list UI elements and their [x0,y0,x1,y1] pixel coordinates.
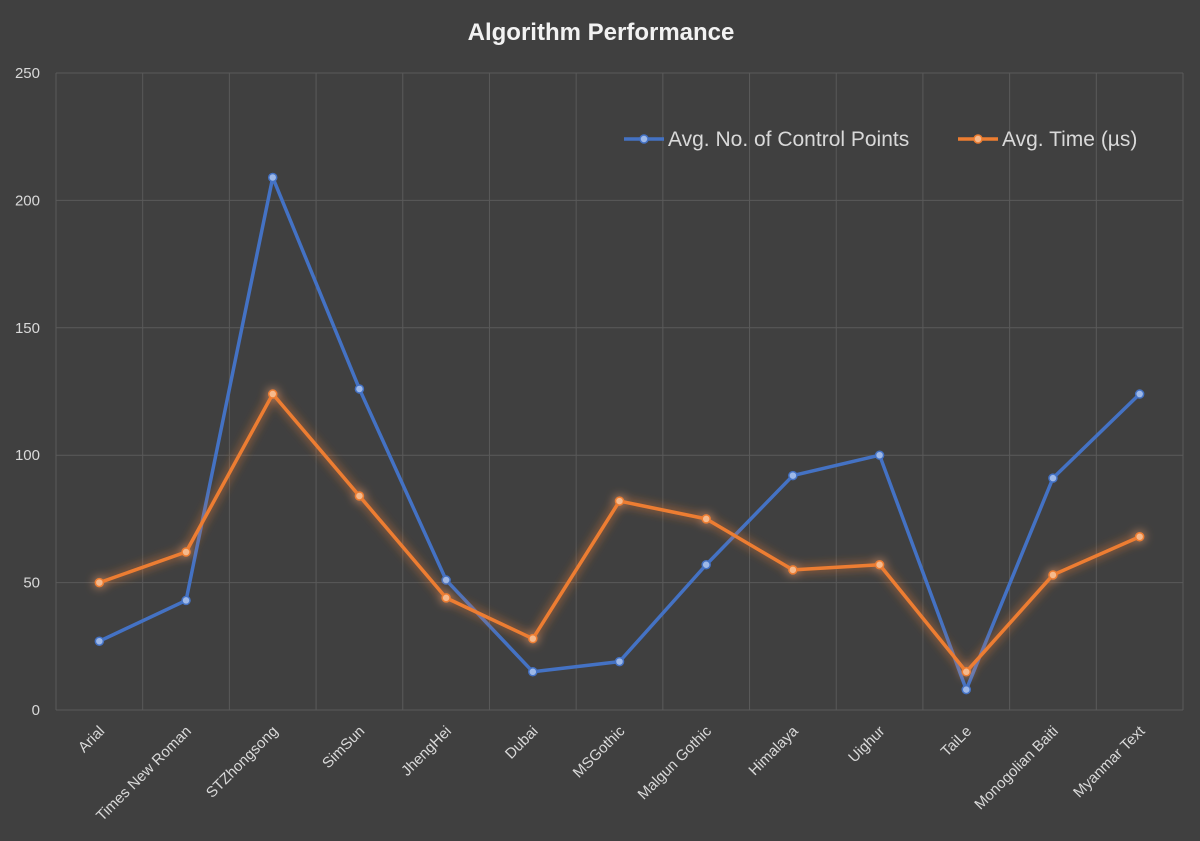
data-point[interactable] [181,595,191,606]
legend-label: Avg. Time (µs) [1002,128,1137,151]
data-point[interactable] [94,577,105,588]
series-line [98,392,1141,674]
x-tick-label: MSGothic [570,722,629,781]
series-0 [94,172,1145,695]
data-point[interactable] [961,667,972,677]
data-point[interactable] [614,656,625,667]
y-tick-label: 250 [15,65,40,82]
legend[interactable]: Avg. No. of Control Points Avg. Time (µs) [624,128,1137,151]
y-tick-label: 100 [15,447,40,464]
data-point[interactable] [614,496,625,506]
y-tick-label: 50 [23,575,40,592]
data-point[interactable] [354,491,365,501]
x-tick-label: SimSun [319,723,368,772]
x-tick-label: JhengHei [398,723,455,780]
x-tick-label: Dubai [502,723,542,763]
legend-item[interactable]: Avg. Time (µs) [958,128,1137,151]
x-tick-label: Times New Roman [93,723,195,825]
y-tick-label: 0 [32,702,40,719]
data-point[interactable] [441,593,451,603]
gridlines [55,72,1184,711]
x-tick-label: STZhongsong [203,723,282,802]
legend-item[interactable]: Avg. No. of Control Points [624,128,909,151]
data-point[interactable] [1134,389,1145,399]
data-point[interactable] [354,384,365,394]
y-axis-ticks: 0 50 100 150 200 250 [15,65,40,719]
data-point[interactable] [961,684,972,695]
data-point[interactable] [788,565,798,575]
data-point[interactable] [181,547,191,557]
data-point[interactable] [441,575,451,585]
data-point[interactable] [788,470,798,481]
x-tick-label: Arial [75,723,108,756]
data-point[interactable] [528,667,538,677]
data-point[interactable] [528,633,538,644]
x-tick-label: Monogolian Baiti [971,723,1061,813]
data-point[interactable] [874,450,885,460]
data-point[interactable] [267,172,278,183]
x-tick-label: Himalaya [745,722,802,779]
data-point[interactable] [701,514,711,524]
series-1 [94,389,1145,677]
data-point[interactable] [701,560,711,570]
x-tick-label: Malgun Gothic [635,722,716,803]
legend-label: Avg. No. of Control Points [668,128,909,151]
data-point[interactable] [94,636,105,646]
data-point[interactable] [1048,473,1058,483]
data-point[interactable] [267,389,278,399]
legend-swatch-marker [973,134,983,144]
legend-swatch-marker [639,134,649,144]
data-point[interactable] [1048,570,1058,580]
data-point[interactable] [874,560,885,570]
data-point[interactable] [1134,531,1145,542]
chart-title: Algorithm Performance [468,19,735,46]
x-tick-label: Uighur [845,723,888,766]
y-tick-label: 150 [15,320,40,337]
x-tick-label: TaiLe [938,723,975,760]
series-group [94,172,1145,695]
series-line [98,175,1141,692]
x-tick-label: Myanmar Text [1070,722,1149,801]
y-tick-label: 200 [15,192,40,209]
